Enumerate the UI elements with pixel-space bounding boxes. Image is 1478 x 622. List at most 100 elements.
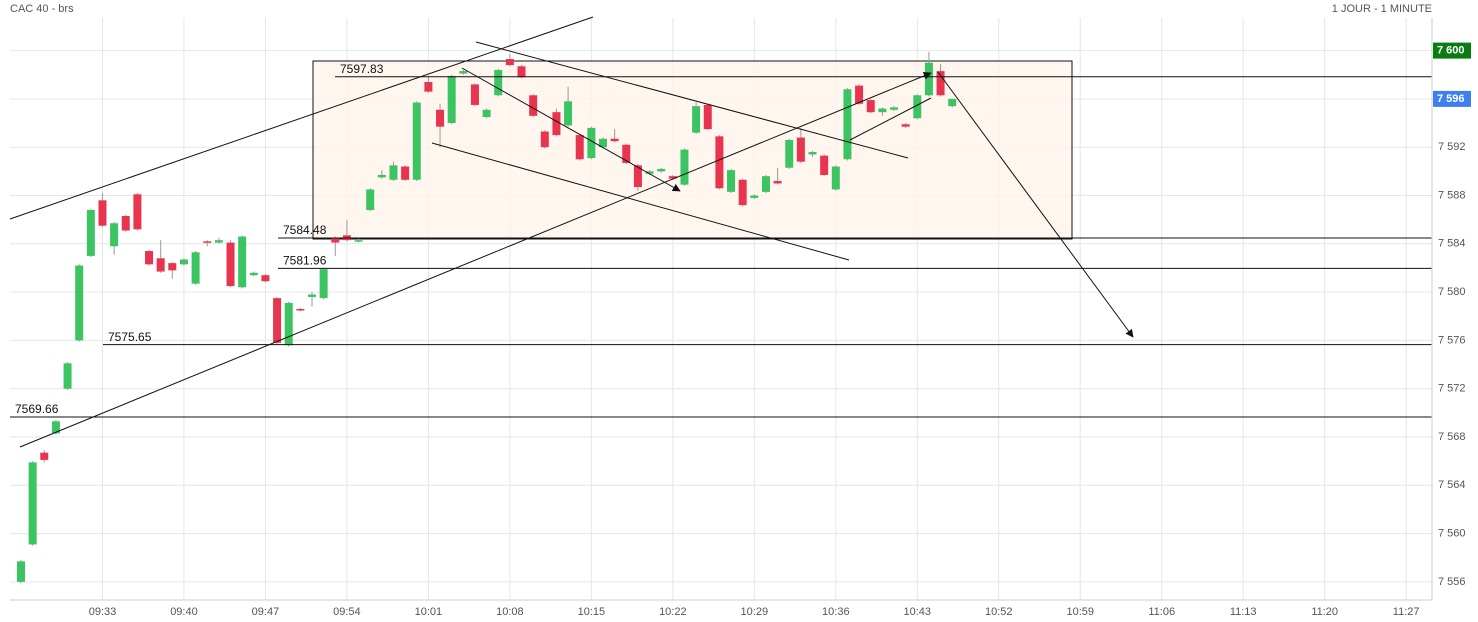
- candle-body: [610, 138, 619, 142]
- candle-body: [517, 66, 526, 78]
- candle-body: [459, 71, 468, 74]
- x-tick-label: 10:29: [741, 606, 769, 618]
- candle-body: [494, 69, 503, 96]
- candle-body: [505, 59, 514, 66]
- badges: 7 600 7 596: [1433, 42, 1471, 107]
- levels: 7597.83 7584.48 7581.96 7575.65 7569.66: [10, 62, 1432, 418]
- candle-body: [866, 100, 875, 113]
- price-badge-label: 7 600: [1437, 45, 1465, 57]
- chart-period: 1 JOUR - 1 MINUTE: [1332, 3, 1432, 15]
- candle-body: [447, 75, 456, 124]
- candle-body: [110, 223, 119, 247]
- candle-body: [796, 137, 805, 162]
- trend-line: [849, 97, 932, 141]
- candle-body: [214, 240, 223, 243]
- candle-body: [773, 181, 782, 184]
- x-tick-label: 10:36: [822, 606, 850, 618]
- candle-body: [249, 272, 258, 276]
- price-badge: [1433, 42, 1471, 59]
- candle-body: [273, 298, 282, 343]
- candle-body: [156, 258, 165, 272]
- x-tick-label: 10:59: [1066, 606, 1094, 618]
- candle-body: [529, 95, 538, 116]
- trend-line: [475, 41, 909, 159]
- x-tick-label: 10:52: [985, 606, 1013, 618]
- candle-body: [750, 195, 759, 198]
- level-label: 7575.65: [108, 330, 152, 344]
- candle-body: [575, 135, 584, 160]
- candle-body: [587, 127, 596, 159]
- candle-body: [63, 363, 72, 389]
- candle-body: [191, 252, 200, 284]
- candle-body: [831, 166, 840, 190]
- candle-body: [296, 309, 305, 311]
- candle-body: [668, 176, 677, 179]
- level-label: 7581.96: [283, 254, 327, 268]
- candle-body: [354, 240, 363, 242]
- candle-body: [470, 84, 479, 105]
- candle-body: [412, 102, 421, 180]
- candle-body: [238, 236, 247, 288]
- candle-body: [17, 561, 25, 582]
- candle-body: [284, 302, 293, 346]
- level-label: 7569.66: [15, 402, 59, 416]
- candle-body: [692, 106, 701, 133]
- y-tick-label: 7 576: [1438, 334, 1466, 346]
- candle-body: [331, 237, 340, 243]
- candle-body: [843, 89, 852, 160]
- candle-body: [482, 109, 491, 118]
- price-badge-label: 7 596: [1437, 93, 1465, 105]
- x-tick-label: 11:13: [1230, 606, 1257, 618]
- candle-body: [924, 62, 933, 96]
- x-tick-label: 10:01: [415, 606, 443, 618]
- candle-body: [308, 294, 316, 297]
- arrow: [937, 71, 1134, 338]
- x-tick-label: 10:22: [659, 606, 687, 618]
- trend-line: [19, 72, 932, 448]
- candle-body: [133, 194, 142, 230]
- x-tick-label: 09:47: [252, 606, 280, 618]
- candle-body: [808, 152, 817, 155]
- candle-body: [820, 155, 829, 175]
- candle-body: [226, 242, 235, 287]
- candle-body: [948, 98, 957, 107]
- candle-body: [436, 109, 445, 127]
- arrow: [461, 67, 681, 192]
- x-tick-label: 10:15: [578, 606, 606, 618]
- candle-body: [51, 421, 60, 434]
- candle-body: [40, 452, 49, 460]
- candle-body: [564, 101, 573, 126]
- candle-body: [890, 107, 898, 110]
- candle-body: [633, 165, 642, 188]
- y-tick-label: 7 592: [1438, 141, 1466, 153]
- trend-line: [9, 16, 594, 220]
- y-tick-label: 7 572: [1438, 383, 1466, 395]
- candle-body: [168, 263, 177, 271]
- level-label: 7584.48: [283, 223, 327, 237]
- candle-body: [86, 209, 95, 256]
- candle-body: [179, 259, 188, 265]
- candle-body: [424, 81, 433, 92]
- candle-body: [599, 138, 607, 148]
- y-tick-label: 7 560: [1438, 527, 1466, 539]
- y-tick-label: 7 588: [1438, 189, 1466, 201]
- candle-body: [389, 165, 398, 180]
- candle-body: [540, 131, 549, 148]
- candle-body: [552, 112, 561, 136]
- candle-body: [28, 462, 37, 545]
- x-tick-label: 11:06: [1148, 606, 1175, 618]
- y-tick-label: 7 564: [1438, 479, 1466, 491]
- candle-body: [261, 275, 270, 282]
- candle-body: [727, 170, 736, 192]
- drawings: [9, 16, 1134, 448]
- candle-body: [366, 189, 375, 210]
- candle-body: [622, 144, 631, 163]
- candle-body: [121, 216, 130, 231]
- range-box: [312, 60, 1073, 240]
- candle-body: [901, 124, 910, 127]
- x-tick-label: 09:33: [89, 606, 117, 618]
- x-tick-label: 09:40: [170, 606, 198, 618]
- candle-body: [855, 85, 864, 104]
- chart-title: CAC 40 - brs: [10, 3, 74, 15]
